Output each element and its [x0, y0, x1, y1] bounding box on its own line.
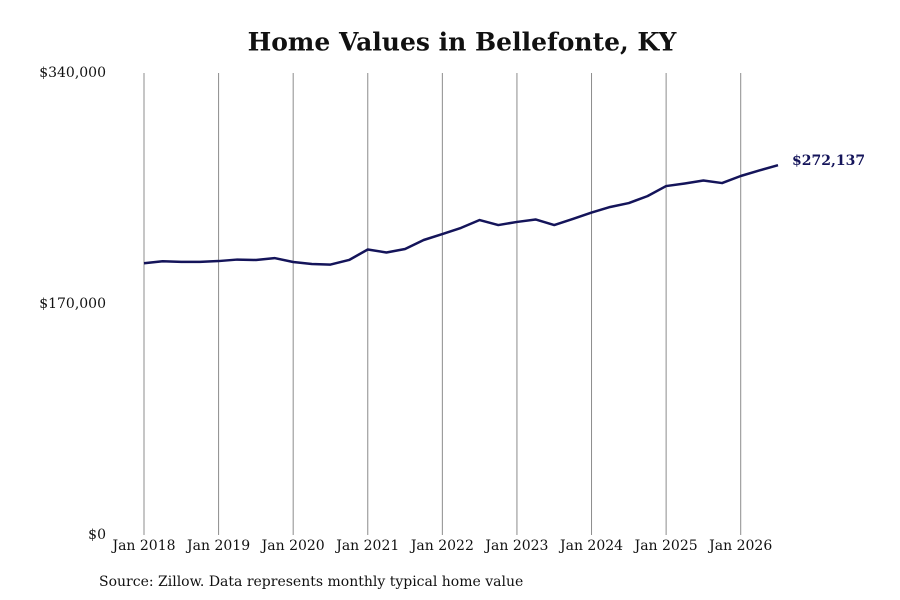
x-tick-label: Jan 2022	[409, 538, 474, 554]
y-tick-label: $170,000	[39, 296, 106, 312]
x-tick-label: Jan 2024	[558, 538, 623, 554]
x-tick-label: Jan 2018	[110, 538, 175, 554]
x-tick-label: Jan 2020	[260, 538, 325, 554]
x-tick-label: Jan 2021	[334, 538, 399, 554]
x-tick-label: Jan 2023	[483, 538, 548, 554]
y-tick-label: $340,000	[39, 65, 106, 81]
source-note: Source: Zillow. Data represents monthly …	[99, 574, 523, 590]
line	[143, 164, 779, 266]
y-tick-label: $0	[88, 527, 106, 543]
x-tick-label: Jan 2025	[633, 538, 698, 554]
end-value-label: $272,137	[792, 153, 865, 169]
chart-title: Home Values in Bellefonte, KY	[248, 28, 678, 57]
x-tick-label: Jan 2026	[707, 538, 772, 554]
x-tick-label: Jan 2019	[185, 538, 250, 554]
